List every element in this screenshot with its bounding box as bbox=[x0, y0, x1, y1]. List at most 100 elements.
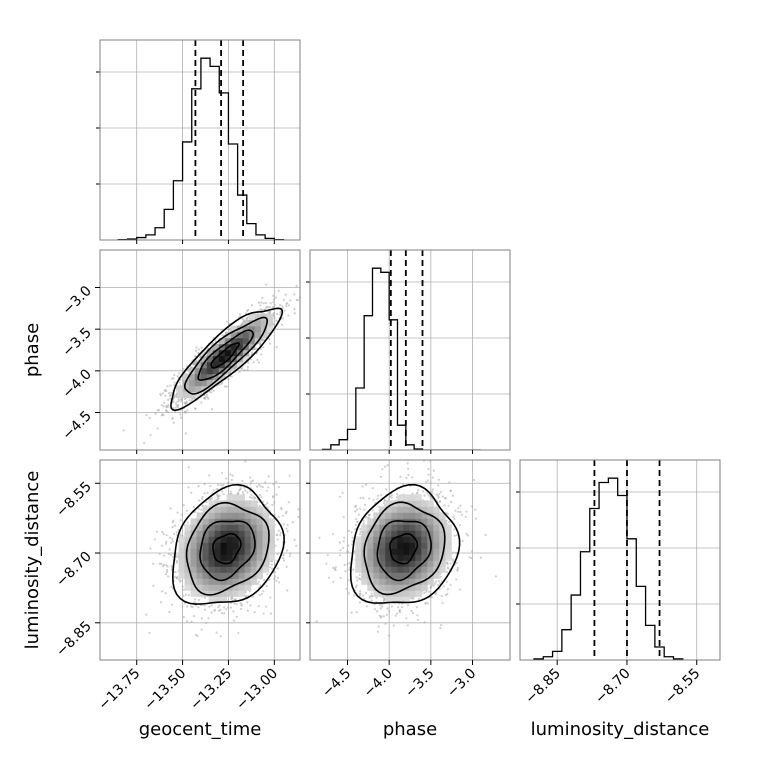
density-cell bbox=[260, 325, 268, 333]
density-cell bbox=[208, 518, 215, 525]
panel-border bbox=[99, 459, 301, 661]
density-cell bbox=[409, 560, 416, 567]
density-cell bbox=[220, 548, 227, 555]
density-cell bbox=[391, 578, 398, 585]
density-cell bbox=[415, 554, 422, 561]
density-cell bbox=[230, 337, 238, 345]
density-cell bbox=[244, 500, 251, 507]
x-tick-label: −8.70 bbox=[592, 666, 634, 708]
density-cell bbox=[236, 343, 244, 351]
density-cell bbox=[256, 554, 263, 561]
density-cell bbox=[433, 536, 440, 543]
density-cell bbox=[214, 542, 221, 549]
density-cell bbox=[184, 578, 191, 585]
contour-0 bbox=[212, 532, 242, 565]
density-cell bbox=[391, 542, 398, 549]
density-cell bbox=[361, 572, 368, 579]
density-cell bbox=[248, 313, 256, 321]
density-cell bbox=[373, 542, 380, 549]
density-cell bbox=[379, 512, 386, 519]
density-cell bbox=[190, 536, 197, 543]
density-cell bbox=[190, 566, 197, 573]
density-cell bbox=[421, 518, 428, 525]
y-axis-label-phase: phase bbox=[22, 323, 43, 377]
density-cell bbox=[244, 572, 251, 579]
panel-background bbox=[100, 250, 300, 450]
density-cell bbox=[397, 542, 404, 549]
density-cell bbox=[397, 512, 404, 519]
joint-phase-luminosity_distance bbox=[309, 459, 511, 661]
density-cell bbox=[385, 542, 392, 549]
density-cell bbox=[355, 566, 362, 573]
density-cell bbox=[250, 506, 257, 513]
density-cell bbox=[439, 530, 446, 537]
density-cell bbox=[230, 343, 238, 351]
density-cell bbox=[409, 572, 416, 579]
density-cell bbox=[226, 578, 233, 585]
y-tick-label: −4.5 bbox=[59, 408, 94, 443]
density-cell bbox=[373, 524, 380, 531]
density-cell bbox=[415, 590, 422, 597]
density-cell bbox=[397, 536, 404, 543]
x-tick-label: −8.85 bbox=[522, 666, 564, 708]
density-cell bbox=[379, 530, 386, 537]
density-cell bbox=[385, 566, 392, 573]
y-tick-label: −8.85 bbox=[53, 618, 95, 660]
density-cell bbox=[188, 385, 196, 393]
density-cell bbox=[415, 578, 422, 585]
density-cell bbox=[184, 554, 191, 561]
density-cell bbox=[250, 560, 257, 567]
density-cell bbox=[226, 524, 233, 531]
panel-border bbox=[99, 39, 301, 241]
density-cell bbox=[427, 578, 434, 585]
density-cell bbox=[373, 560, 380, 567]
density-cell bbox=[244, 530, 251, 537]
density-cell bbox=[391, 560, 398, 567]
density-cell bbox=[194, 385, 202, 393]
density-cell bbox=[403, 536, 410, 543]
density-cell bbox=[385, 560, 392, 567]
density-cell bbox=[226, 536, 233, 543]
density-cell bbox=[214, 512, 221, 519]
density-cell bbox=[361, 578, 368, 585]
density-cell bbox=[208, 524, 215, 531]
density-cell bbox=[244, 560, 251, 567]
density-cell bbox=[415, 584, 422, 591]
density-cell bbox=[208, 596, 215, 603]
density-cell bbox=[262, 506, 269, 513]
density-cell bbox=[361, 560, 368, 567]
density-cell bbox=[190, 554, 197, 561]
density-cell bbox=[439, 566, 446, 573]
density-cell bbox=[379, 518, 386, 525]
panel-background bbox=[310, 250, 510, 450]
density-cell bbox=[391, 566, 398, 573]
contour-1 bbox=[376, 520, 432, 582]
density-cell bbox=[190, 572, 197, 579]
density-cell bbox=[178, 548, 185, 555]
y-tick-label: −3.0 bbox=[59, 283, 94, 318]
density-cell bbox=[373, 530, 380, 537]
density-cell bbox=[200, 385, 208, 393]
density-cell bbox=[226, 542, 233, 549]
joint-geocent_time-luminosity_distance bbox=[99, 459, 301, 661]
density-cell bbox=[214, 548, 221, 555]
density-cell bbox=[268, 548, 275, 555]
density-cell bbox=[248, 331, 256, 339]
density-cell bbox=[433, 518, 440, 525]
density-cell bbox=[367, 566, 374, 573]
density-cell bbox=[379, 578, 386, 585]
density-cell bbox=[254, 331, 262, 339]
density-cell bbox=[409, 506, 416, 513]
panel-border bbox=[99, 249, 301, 451]
density-cell bbox=[421, 578, 428, 585]
density-cell bbox=[196, 572, 203, 579]
density-cell bbox=[238, 530, 245, 537]
density-cell bbox=[262, 512, 269, 519]
density-cell bbox=[373, 578, 380, 585]
density-cell bbox=[403, 548, 410, 555]
density-cell bbox=[238, 566, 245, 573]
density-cell bbox=[250, 554, 257, 561]
density-cell bbox=[238, 512, 245, 519]
density-cell bbox=[409, 554, 416, 561]
density-cell bbox=[248, 343, 256, 351]
